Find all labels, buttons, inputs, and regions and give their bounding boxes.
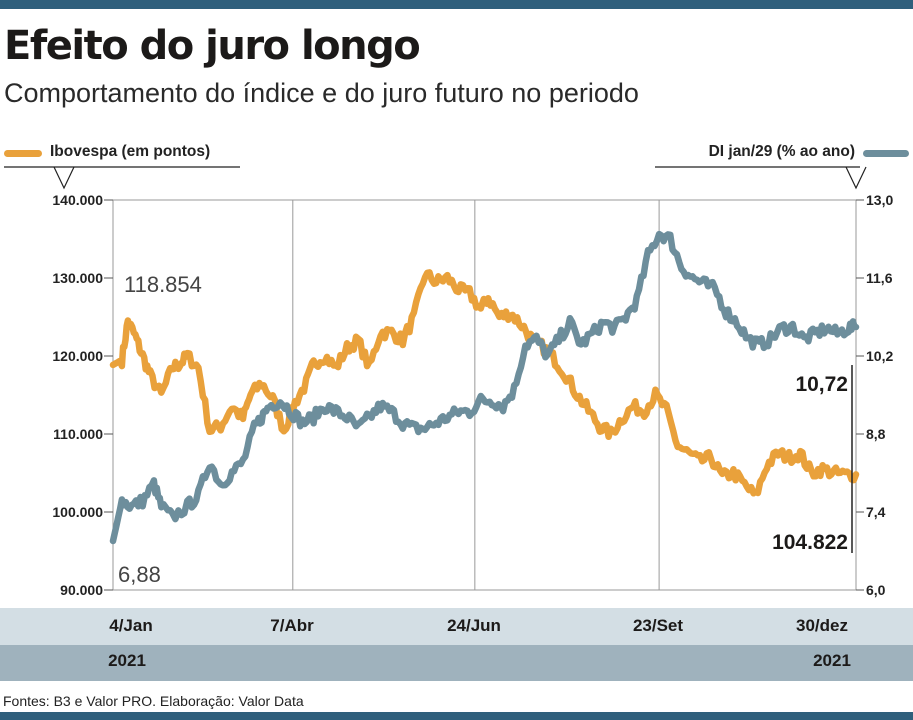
top-accent-bar	[0, 0, 913, 9]
right-tick-label: 6,0	[866, 582, 886, 598]
left-leader-tick	[53, 166, 75, 190]
bottom-accent-bar	[0, 712, 913, 720]
year-band	[0, 645, 913, 681]
legend-leader-lines	[4, 166, 867, 190]
chart-subtitle: Comportamento do índice e do juro futuro…	[4, 78, 639, 108]
legend-di: DI jan/29 (% ao ano)	[708, 143, 855, 160]
year-label-end: 2021	[813, 651, 851, 670]
x-axis-date-label: 30/dez	[796, 616, 848, 635]
x-axis-date-label: 24/Jun	[447, 616, 501, 635]
ibovespa-end-label: 104.822	[772, 531, 848, 554]
right-tick-label: 7,4	[866, 504, 886, 520]
year-label-start: 2021	[108, 651, 146, 670]
left-tick-label: 140.000	[52, 192, 103, 208]
left-tick-label: 100.000	[52, 504, 103, 520]
di-start-label: 6,88	[118, 562, 161, 587]
left-tick-label: 120.000	[52, 348, 103, 364]
chart-title: Efeito do juro longo	[4, 23, 421, 69]
di-line	[109, 230, 860, 545]
left-tick-label: 90.000	[60, 582, 103, 598]
right-axis-ticks: 13,0 11,6 10,2 8,8 7,4 6,0	[856, 192, 893, 598]
legend-ibovespa: Ibovespa (em pontos)	[50, 143, 211, 160]
right-tick-label: 10,2	[866, 348, 893, 364]
chart-annotations: 118.854 6,88 10,72 104.822	[118, 272, 853, 587]
line-chart: 140.000 130.000 120.000 110.000 100.000 90.00…	[4, 166, 893, 598]
right-tick-label: 8,8	[866, 426, 886, 442]
source-note: Fontes: B3 e Valor PRO. Elaboração: Valo…	[3, 693, 304, 709]
right-tick-label: 13,0	[866, 192, 893, 208]
left-tick-label: 110.000	[53, 426, 103, 442]
plot-frame	[112, 199, 857, 591]
chart-series	[109, 230, 860, 545]
ibovespa-line	[109, 269, 860, 497]
right-leader-tick	[845, 166, 867, 190]
date-band	[0, 608, 913, 645]
left-axis-ticks: 140.000 130.000 120.000 110.000 100.000 90.00…	[52, 192, 113, 598]
x-axis-date-label: 7/Abr	[270, 616, 314, 635]
x-axis-date-label: 4/Jan	[109, 616, 153, 635]
x-axis-date-label: 23/Set	[632, 616, 684, 635]
chart-grid	[112, 199, 857, 591]
left-tick-label: 130.000	[52, 270, 103, 286]
ibovespa-start-label: 118.854	[124, 272, 202, 297]
right-tick-label: 11,6	[866, 270, 893, 286]
ibovespa-legend-swatch	[4, 150, 42, 157]
di-legend-swatch	[863, 150, 909, 157]
di-end-label: 10,72	[795, 373, 848, 396]
